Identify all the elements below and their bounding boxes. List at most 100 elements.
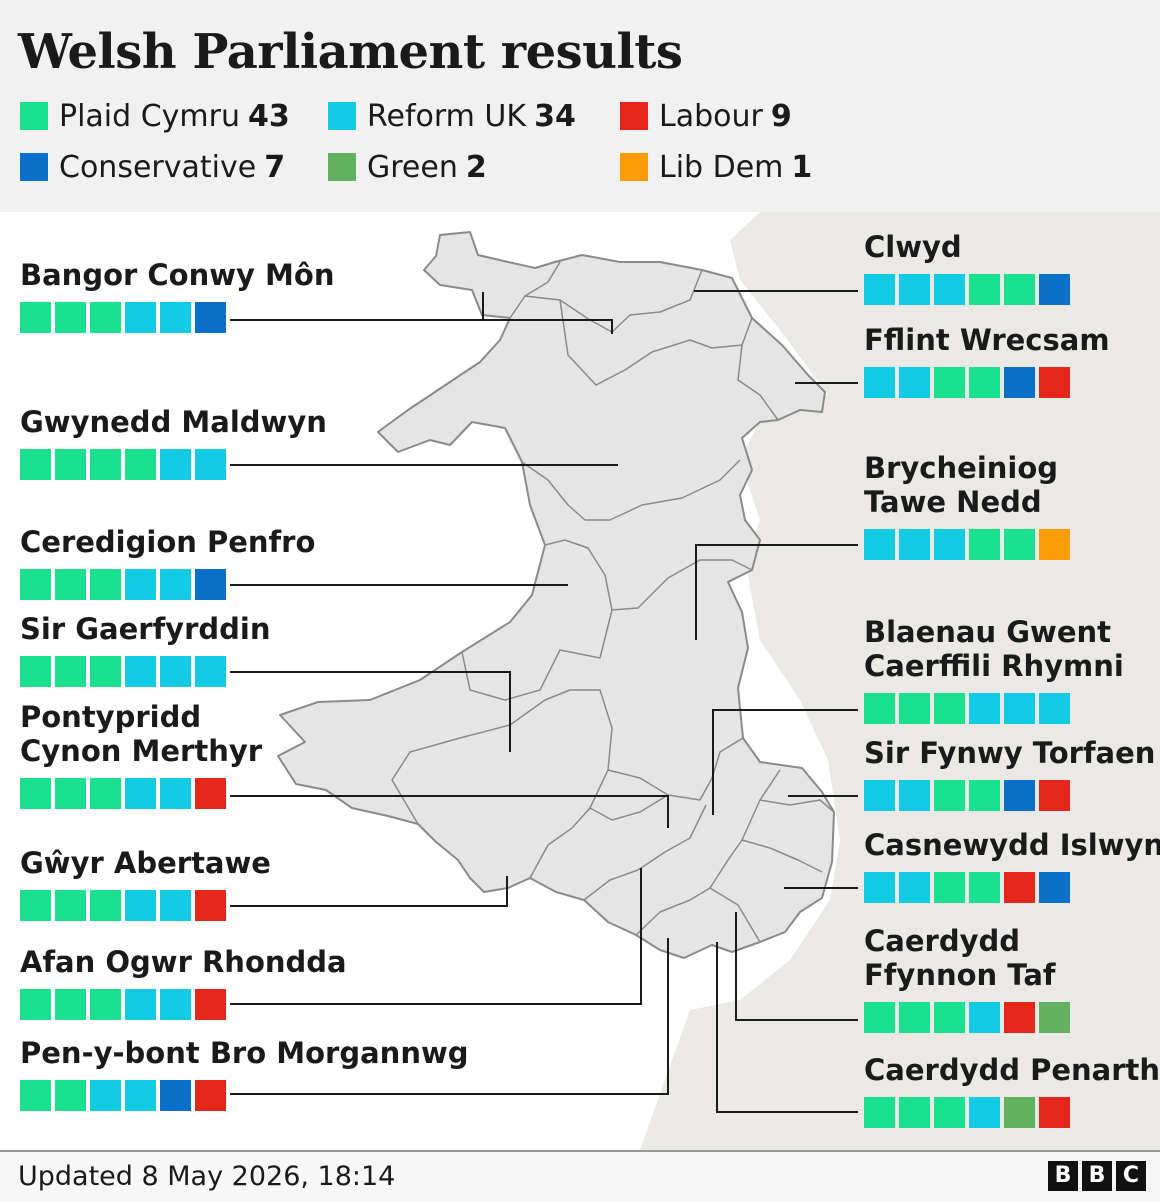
seat-square-conservative (1004, 780, 1035, 811)
region-afan-ogwr-rhondda: Afan Ogwr Rhondda (20, 945, 347, 1020)
region-fflint-wrecsam: Fflint Wrecsam (864, 323, 1110, 398)
legend-item-conservative: Conservative 7 (20, 149, 286, 185)
legend-seats: 7 (264, 149, 286, 185)
region-caerdydd-ffynnon-taf: Caerdydd Ffynnon Taf (864, 924, 1094, 1033)
region-name: Brycheiniog Tawe Nedd (864, 451, 1059, 519)
legend-swatch (620, 153, 648, 181)
region-gwynedd-maldwyn: Gwynedd Maldwyn (20, 405, 327, 480)
seat-square-plaid (90, 778, 121, 809)
seat-square-plaid (55, 569, 86, 600)
region-name: Pen-y-bont Bro Morgannwg (20, 1036, 469, 1070)
seat-square-labour (195, 890, 226, 921)
seat-square-reform (864, 367, 895, 398)
seat-square-plaid (20, 569, 51, 600)
seat-square-plaid (969, 367, 1000, 398)
legend-swatch (328, 153, 356, 181)
region-name: Casnewydd Islwyn (864, 828, 1160, 862)
seat-squares (20, 890, 271, 921)
seat-square-reform (125, 569, 156, 600)
legend-swatch (620, 102, 648, 130)
seat-square-labour (1039, 1097, 1070, 1128)
seat-square-reform (864, 529, 895, 560)
seat-square-reform (160, 989, 191, 1020)
region-name: Fflint Wrecsam (864, 323, 1110, 357)
seat-square-reform (899, 872, 930, 903)
seat-square-reform (899, 529, 930, 560)
seat-squares (20, 656, 271, 687)
bbc-logo-letter: C (1116, 1161, 1146, 1191)
region-name: Bangor Conwy Môn (20, 258, 335, 292)
legend-party: Green (367, 149, 458, 185)
legend-seats: 1 (791, 149, 813, 185)
seat-square-plaid (969, 274, 1000, 305)
seat-square-plaid (20, 656, 51, 687)
legend-party: Reform UK (367, 98, 527, 134)
seat-square-reform (160, 890, 191, 921)
seat-square-plaid (864, 1097, 895, 1128)
region-pontypridd-cynon-merthyr: Pontypridd Cynon Merthyr (20, 700, 310, 809)
region-name: Ceredigion Penfro (20, 525, 316, 559)
seat-square-reform (195, 449, 226, 480)
region-name: Afan Ogwr Rhondda (20, 945, 347, 979)
bbc-logo-letter: B (1082, 1161, 1112, 1191)
seat-square-plaid (90, 302, 121, 333)
seat-square-conservative (1004, 367, 1035, 398)
seat-square-reform (969, 1002, 1000, 1033)
seat-square-green (1004, 1097, 1035, 1128)
seat-square-plaid (90, 449, 121, 480)
region-bangor-conwy-mon: Bangor Conwy Môn (20, 258, 334, 333)
region-name: Sir Gaerfyrddin (20, 612, 271, 646)
seat-square-reform (899, 780, 930, 811)
region-ceredigion-penfro: Ceredigion Penfro (20, 525, 315, 600)
seat-squares (864, 529, 1114, 560)
seat-square-plaid (55, 989, 86, 1020)
chart-title: Welsh Parliament results (18, 24, 683, 80)
seat-square-plaid (934, 693, 965, 724)
seat-square-reform (125, 890, 156, 921)
seat-square-labour (1004, 1002, 1035, 1033)
legend-item-reform: Reform UK 34 (328, 98, 576, 134)
seat-square-reform (899, 367, 930, 398)
seat-squares (864, 274, 1070, 305)
seat-squares (20, 449, 327, 480)
leader-lines (230, 290, 858, 1113)
seat-square-plaid (934, 367, 965, 398)
seat-square-plaid (55, 1080, 86, 1111)
legend-swatch (20, 153, 48, 181)
seat-square-labour (195, 1080, 226, 1111)
seat-square-plaid (899, 693, 930, 724)
seat-square-plaid (1004, 274, 1035, 305)
seat-squares (864, 1002, 1094, 1033)
region-casnewydd-islwyn: Casnewydd Islwyn (864, 828, 1160, 903)
legend-party: Labour (659, 98, 763, 134)
legend-item-libdem: Lib Dem 1 (620, 149, 813, 185)
legend-party: Conservative (59, 149, 257, 185)
seat-squares (864, 367, 1110, 398)
seat-square-reform (934, 274, 965, 305)
region-name: Clwyd (864, 230, 962, 264)
region-brycheiniog-tawe-nedd: Brycheiniog Tawe Nedd (864, 451, 1114, 560)
region-sir-gaerfyrddin: Sir Gaerfyrddin (20, 612, 271, 687)
wales-map (0, 212, 1160, 1150)
seat-square-plaid (90, 989, 121, 1020)
region-name: Gŵyr Abertawe (20, 846, 271, 880)
seat-square-plaid (20, 778, 51, 809)
seat-square-reform (125, 656, 156, 687)
seat-square-plaid (55, 778, 86, 809)
seat-square-labour (195, 778, 226, 809)
seat-square-plaid (934, 1002, 965, 1033)
region-name: Pontypridd Cynon Merthyr (20, 700, 263, 768)
seat-square-plaid (934, 872, 965, 903)
legend-seats: 34 (534, 98, 576, 134)
seat-square-conservative (160, 1080, 191, 1111)
region-gwyr-abertawe: Gŵyr Abertawe (20, 846, 271, 921)
legend-item-labour: Labour 9 (620, 98, 792, 134)
region-name: Caerdydd Penarth (864, 1053, 1160, 1087)
region-name: Caerdydd Ffynnon Taf (864, 924, 1056, 992)
seat-square-plaid (864, 1002, 895, 1033)
footer: Updated 8 May 2026, 18:14 B B C (0, 1150, 1160, 1202)
seat-square-plaid (20, 302, 51, 333)
region-sir-fynwy-torfaen: Sir Fynwy Torfaen (864, 736, 1155, 811)
legend-seats: 2 (465, 149, 487, 185)
legend-seats: 43 (248, 98, 290, 134)
